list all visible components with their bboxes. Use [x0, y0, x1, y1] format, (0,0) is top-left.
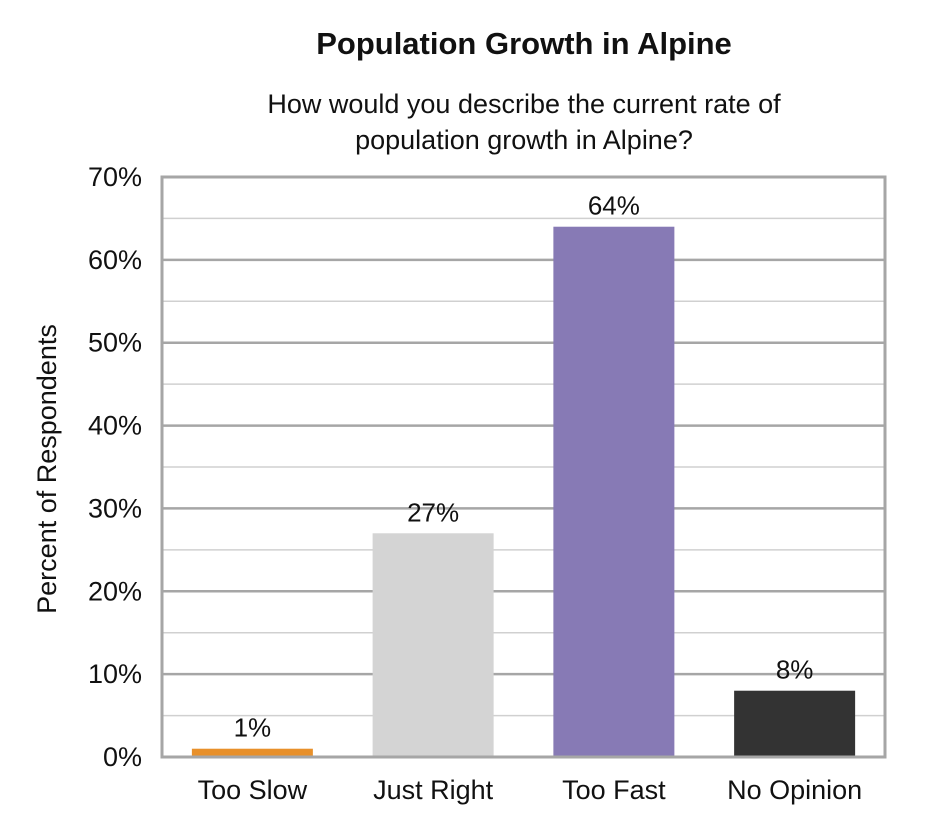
- y-tick-label: 40%: [88, 411, 142, 441]
- bar-just-right: [372, 533, 494, 757]
- x-tick-label: Too Fast: [562, 775, 666, 805]
- data-label-no-opinion: 8%: [776, 655, 814, 685]
- x-tick-label: No Opinion: [727, 775, 862, 805]
- y-axis-ticks: 0% 10% 20% 30% 40% 50% 60% 70%: [88, 162, 142, 772]
- data-labels: 1% 27% 64% 8%: [234, 191, 814, 743]
- y-tick-label: 50%: [88, 328, 142, 358]
- data-label-just-right: 27%: [407, 497, 459, 527]
- y-axis-title: Percent of Respondents: [32, 324, 62, 614]
- chart-title: Population Growth in Alpine: [316, 26, 732, 61]
- y-tick-label: 10%: [88, 659, 142, 689]
- bar-too-fast: [553, 226, 675, 757]
- data-label-too-fast: 64%: [588, 191, 640, 221]
- x-tick-label: Too Slow: [198, 775, 308, 805]
- data-label-too-slow: 1%: [234, 713, 272, 743]
- bar-no-opinion: [734, 690, 856, 757]
- y-tick-label: 70%: [88, 162, 142, 192]
- y-tick-label: 20%: [88, 576, 142, 606]
- chart-subtitle: How would you describe the current rate …: [267, 89, 781, 155]
- y-tick-label: 0%: [103, 742, 142, 772]
- bars: [191, 226, 856, 757]
- x-tick-label: Just Right: [373, 775, 494, 805]
- bar-too-slow: [191, 748, 313, 757]
- y-tick-label: 30%: [88, 493, 142, 523]
- x-axis-ticks: Too Slow Just Right Too Fast No Opinion: [198, 775, 863, 805]
- y-tick-label: 60%: [88, 245, 142, 275]
- plot-area-frame: [160, 175, 887, 759]
